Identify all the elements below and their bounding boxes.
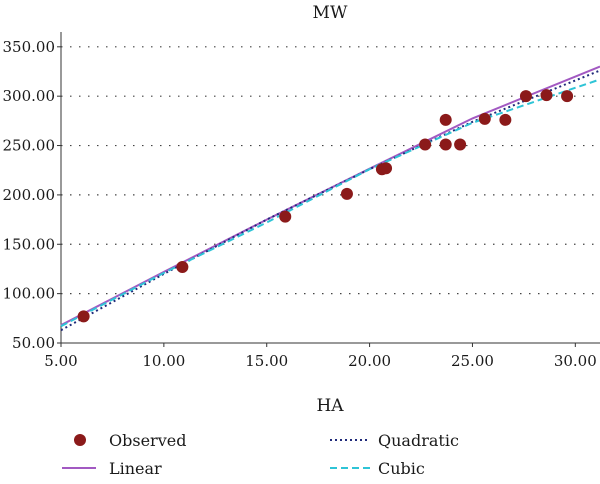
y-tick-label: 250.00 [3,137,56,155]
x-tick-label: 10.00 [142,352,185,370]
fit-line-cubic [60,78,600,328]
fit-line-quadratic [60,69,600,332]
x-tick-label: 25.00 [451,352,494,370]
fit-lines [60,65,600,332]
data-point [519,90,532,103]
legend-label-cubic: Cubic [378,459,425,478]
data-point [340,187,353,200]
legend-label-observed: Observed [109,431,186,450]
legend-item-observed: Observed [74,431,186,450]
x-tick-label: 20.00 [348,352,391,370]
legend-item-quadratic: Quadratic [330,431,459,450]
legend: Observed Linear Quadratic Cubic [62,431,459,478]
x-tick-labels: 5.00 10.00 15.00 20.00 25.00 30.00 [44,343,597,370]
data-point [454,138,467,151]
data-point [176,260,189,273]
x-tick-label: 30.00 [554,352,597,370]
x-axis-title: HA [316,396,344,416]
axes [60,32,600,344]
legend-item-cubic: Cubic [330,459,425,478]
data-point [380,162,393,175]
data-point [439,138,452,151]
y-tick-label: 300.00 [3,87,56,105]
y-tick-label: 50.00 [12,334,55,352]
observed-points [77,89,574,323]
data-point [499,113,512,126]
data-point [540,89,553,102]
x-tick-label: 5.00 [44,352,77,370]
y-tick-label: 350.00 [3,38,56,56]
data-point [478,112,491,125]
data-point [561,90,574,103]
y-tick-label: 150.00 [3,235,56,253]
y-axis-title: MW [313,3,348,23]
x-tick-label: 15.00 [245,352,288,370]
y-tick-label: 100.00 [3,285,56,303]
y-tick-label: 200.00 [3,186,56,204]
legend-item-linear: Linear [62,459,162,478]
legend-label-quadratic: Quadratic [378,431,459,450]
gridlines [61,46,600,295]
data-point [439,113,452,126]
legend-marker-observed [74,434,86,446]
data-point [419,138,432,151]
data-point [77,310,90,323]
legend-label-linear: Linear [109,459,162,478]
y-tick-labels: 50.00 100.00 150.00 200.00 250.00 300.00 350.0… [3,38,61,352]
data-point [279,210,292,223]
